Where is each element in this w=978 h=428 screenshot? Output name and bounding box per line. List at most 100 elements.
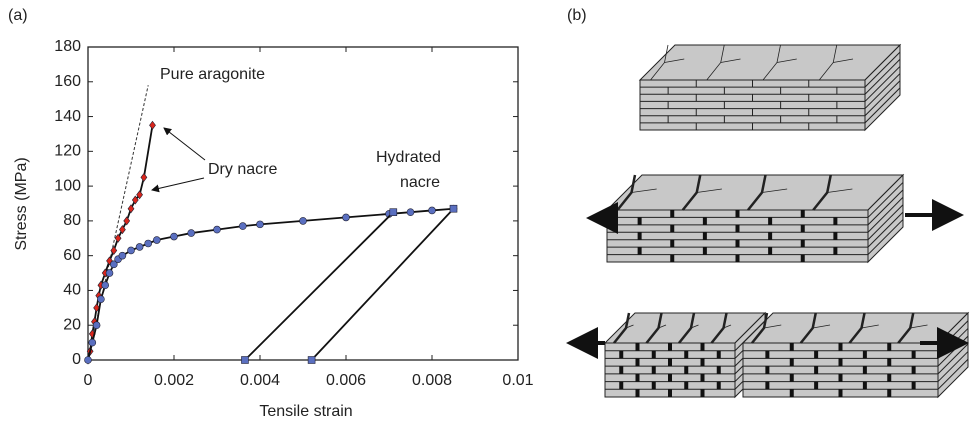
layer (864, 58, 901, 95)
gap (735, 210, 740, 218)
y-tick-label: 180 (54, 38, 81, 55)
diagram (566, 43, 970, 399)
layer (867, 211, 904, 248)
layer (867, 189, 904, 226)
tablet-edge (861, 324, 879, 329)
gap (862, 350, 867, 359)
y-tick-label: 100 (54, 177, 81, 194)
marker (256, 220, 264, 229)
gap (887, 358, 892, 367)
series-line (244, 211, 394, 361)
layer (864, 51, 901, 88)
tablet-edge (658, 324, 667, 329)
gap (700, 343, 705, 351)
y-axis-label: Stress (MPa) (13, 157, 30, 250)
gap (735, 224, 740, 233)
gap (862, 381, 867, 390)
annotation-arrow (163, 127, 206, 161)
gap (668, 373, 672, 382)
gap (635, 343, 640, 351)
gap (765, 350, 770, 359)
block-top (741, 312, 970, 344)
marker (342, 213, 350, 222)
tablet-edge (696, 188, 722, 193)
x-tick-label: 0.006 (326, 372, 366, 389)
gap (814, 381, 819, 390)
gap (702, 217, 707, 225)
gap (651, 381, 656, 390)
tablet-edge (720, 58, 741, 63)
marker (131, 195, 139, 205)
gap (651, 350, 656, 359)
block-top (638, 44, 902, 81)
gap (833, 247, 838, 255)
marker (135, 243, 144, 251)
tablet-edge (723, 324, 732, 329)
gap (619, 366, 624, 374)
gap (619, 381, 624, 390)
gap (637, 232, 642, 240)
panel-label: (a) (8, 7, 28, 24)
block-side (864, 43, 901, 132)
x-tick-label: 0.004 (240, 372, 280, 389)
gap (838, 373, 843, 382)
gap (833, 217, 838, 225)
gap (670, 239, 675, 248)
y-tick-label: 20 (63, 316, 81, 333)
marker (140, 172, 148, 182)
gap (814, 366, 819, 374)
gap (838, 358, 843, 367)
tablet-edge (664, 58, 685, 63)
gap (911, 381, 916, 390)
annotation-arrow (151, 177, 205, 193)
gap (684, 350, 689, 359)
tablet-edge (833, 58, 854, 63)
gap (702, 247, 707, 255)
gap (670, 210, 675, 218)
series-line (87, 207, 454, 361)
annotation: Pure aragonite (160, 66, 265, 83)
marker (110, 260, 118, 269)
marker (170, 232, 178, 241)
gap (789, 343, 794, 351)
marker (88, 338, 97, 347)
gap (768, 232, 773, 240)
marker (92, 321, 101, 330)
marker (127, 246, 135, 255)
marker (105, 269, 114, 277)
gap (800, 224, 805, 233)
marker (299, 217, 307, 225)
gap (765, 381, 770, 390)
gap (716, 366, 721, 374)
gap (702, 232, 707, 240)
marker (149, 120, 156, 130)
gap (716, 350, 721, 359)
marker (213, 225, 221, 234)
gap (887, 389, 892, 397)
tablet-edge (910, 324, 928, 329)
gap (789, 373, 794, 382)
gap (887, 343, 892, 351)
gap (911, 366, 916, 374)
marker (428, 206, 436, 215)
tablet-edge (625, 324, 634, 329)
marker (97, 295, 105, 303)
gap (833, 232, 838, 240)
plot-frame (87, 46, 519, 361)
y-tick-label: 160 (54, 73, 81, 90)
annotation: Hydrated nacre (376, 149, 441, 191)
y-tick-label: 140 (54, 108, 81, 125)
tablet-edge (761, 188, 788, 193)
gap (684, 366, 689, 374)
gap (670, 224, 675, 233)
gap (668, 343, 672, 351)
x-axis-label: Tensile strain (259, 403, 352, 420)
marker (84, 356, 92, 364)
marker (187, 229, 195, 237)
marker (110, 245, 118, 255)
y-tick-label: 60 (63, 247, 81, 264)
y-tick-label: 120 (54, 143, 81, 160)
y-tick-label: 80 (63, 212, 81, 229)
x-tick-label: 0.002 (154, 372, 194, 389)
